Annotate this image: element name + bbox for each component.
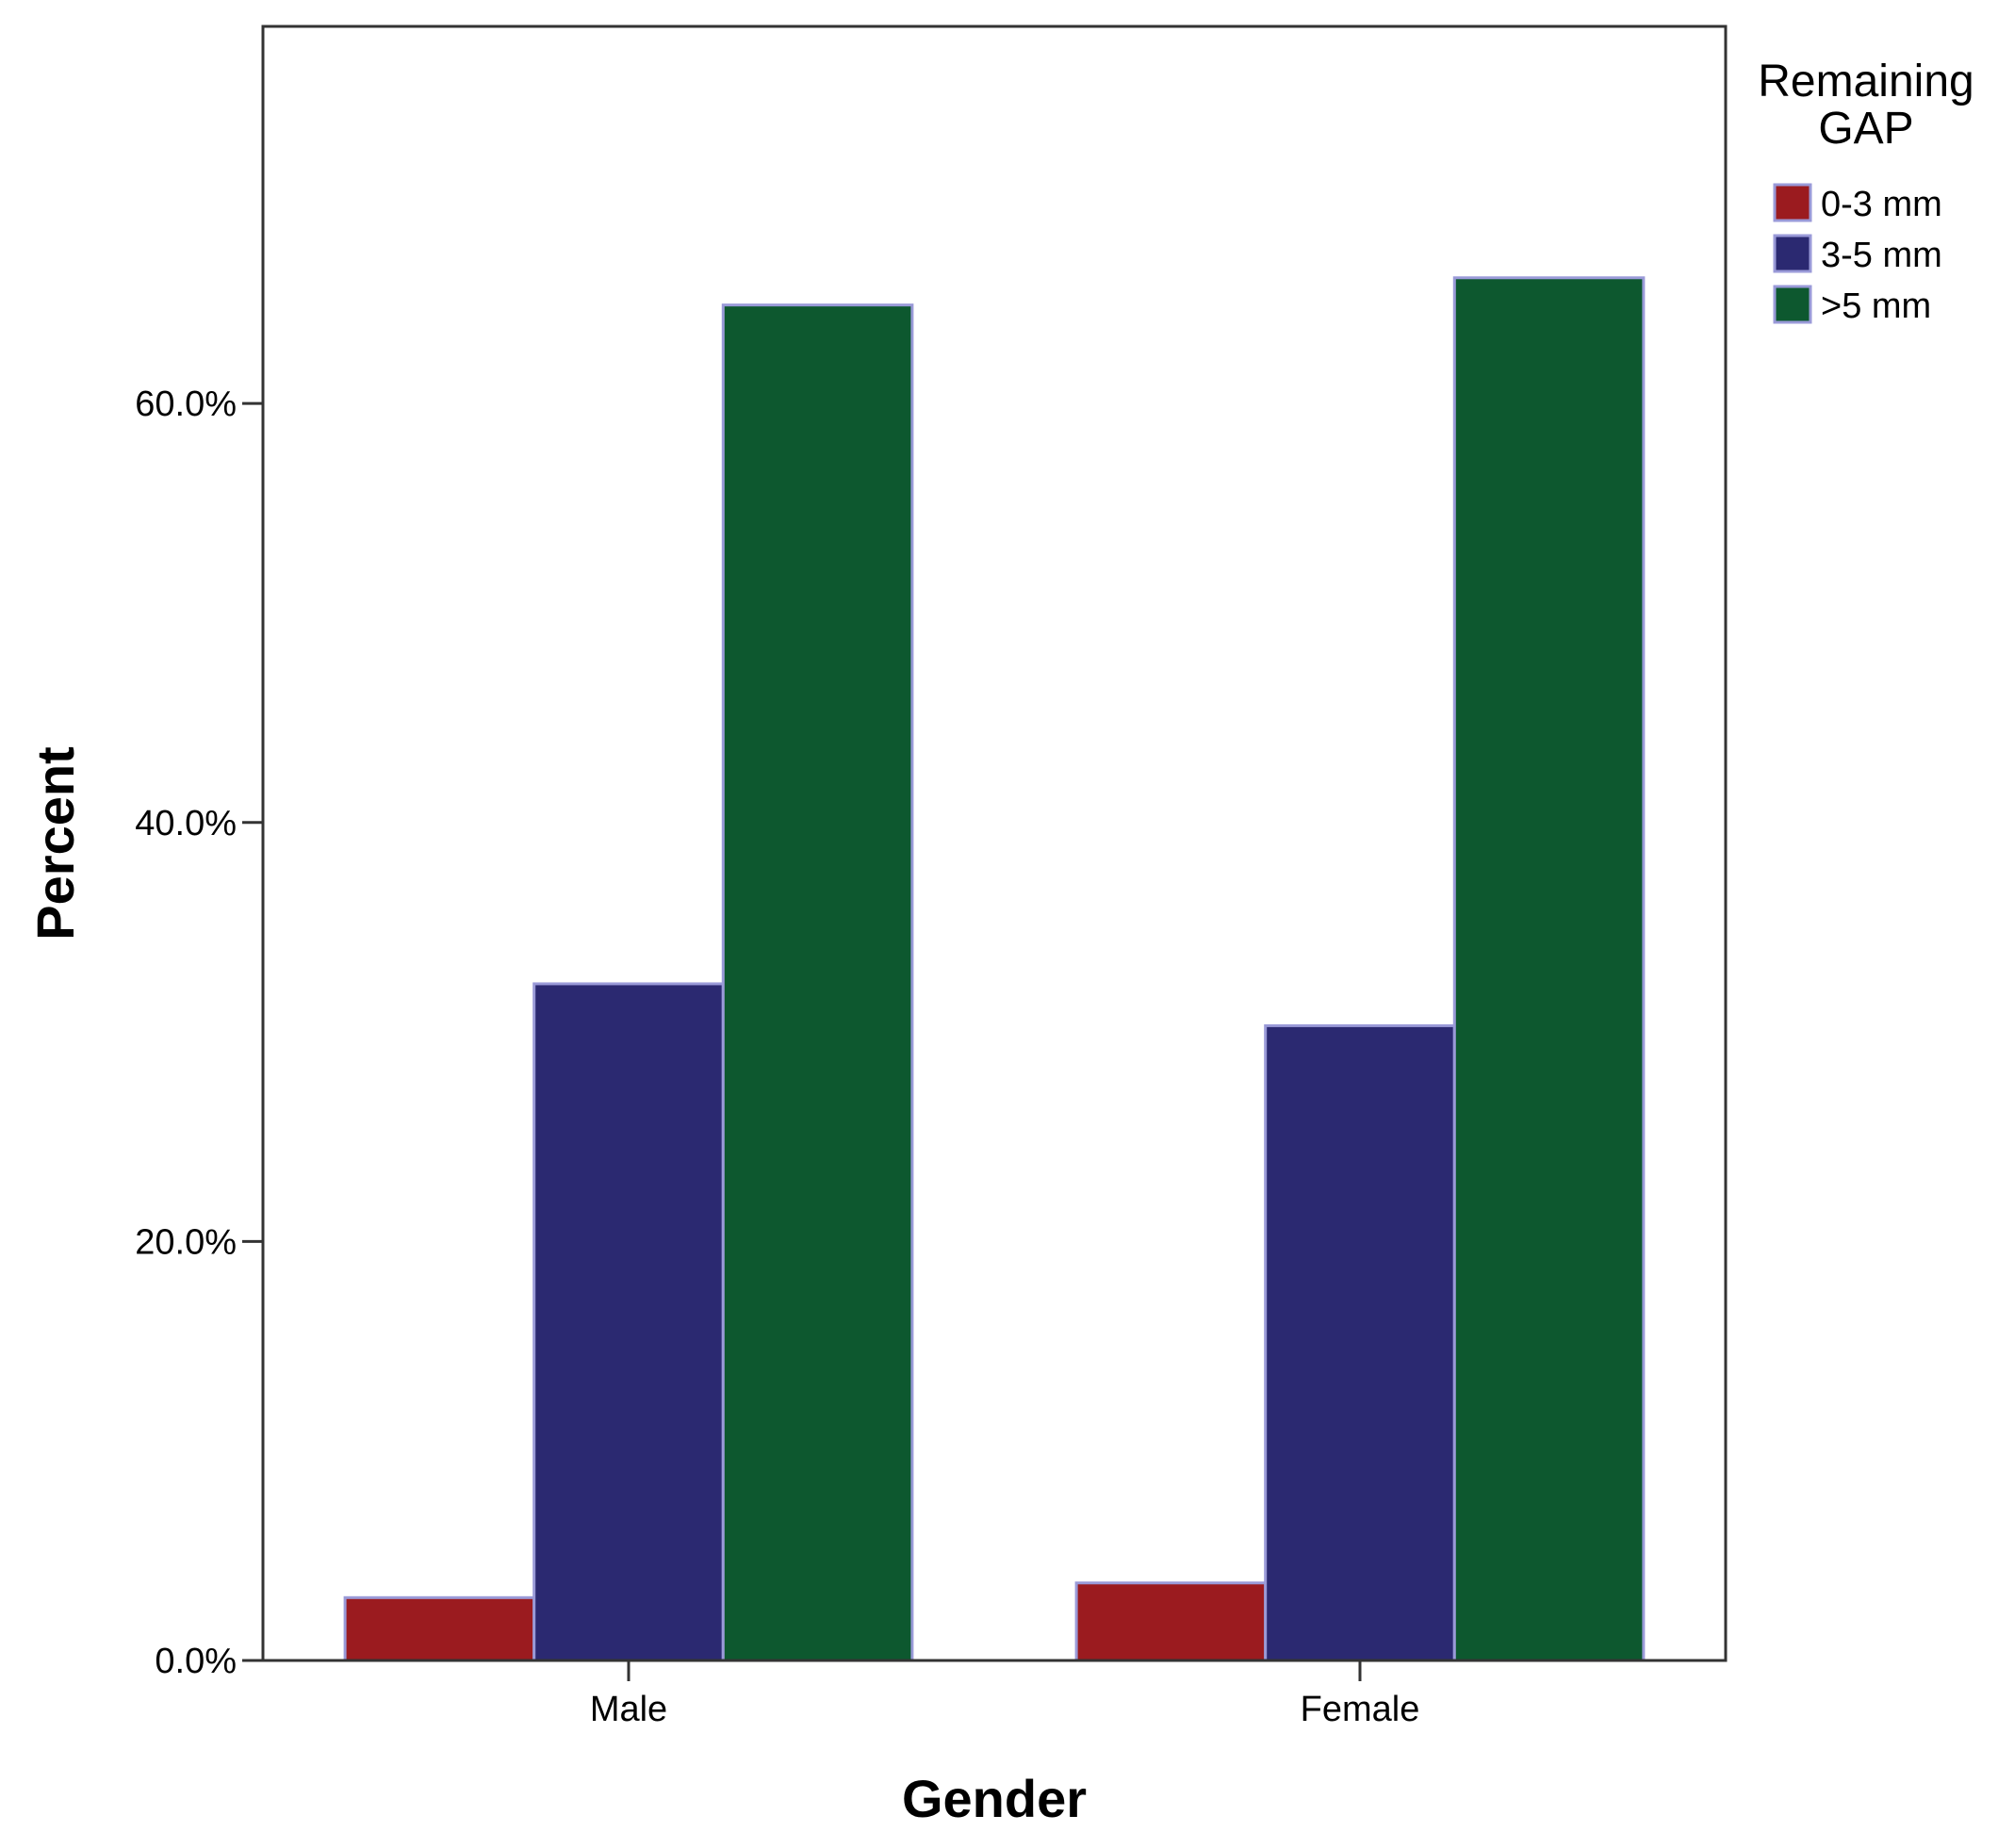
x-axis: Male Female: [590, 1660, 1420, 1729]
legend-title-line-2: GAP: [1818, 104, 1913, 154]
legend-swatch: [1773, 183, 1812, 222]
bar-male-2: [721, 303, 914, 1662]
y-tick-label: 60.0%: [135, 384, 237, 424]
bar-female-2: [1452, 276, 1646, 1662]
legend-swatch: [1773, 234, 1812, 273]
bar-male-0: [343, 1595, 536, 1662]
legend-items: 0-3 mm 3-5 mm >5 mm: [1773, 183, 1942, 326]
bar-male-1: [532, 982, 725, 1662]
bar-female-0: [1074, 1581, 1268, 1662]
legend-label: 0-3 mm: [1821, 185, 1942, 224]
bar-female-1: [1264, 1023, 1456, 1662]
legend-title-line-1: Remaining: [1758, 57, 1973, 106]
y-tick-label: 40.0%: [135, 804, 237, 843]
legend-label: 3-5 mm: [1821, 236, 1942, 275]
y-tick-label: 0.0%: [155, 1642, 237, 1681]
x-axis-title: Gender: [902, 1769, 1087, 1828]
y-tick-label: 20.0%: [135, 1222, 237, 1262]
y-axis: 0.0% 20.0% 40.0% 60.0%: [135, 384, 263, 1681]
legend-swatch: [1773, 285, 1812, 324]
x-tick-label: Male: [590, 1690, 667, 1729]
legend: Remaining GAP 0-3 mm 3-5 mm >5 mm: [1758, 57, 1973, 326]
bars-layer: [343, 276, 1646, 1662]
plot-area-frame: [261, 25, 1728, 1662]
legend-label: >5 mm: [1821, 286, 1931, 326]
x-tick-label: Female: [1301, 1690, 1420, 1729]
y-axis-title: Percent: [25, 746, 85, 940]
